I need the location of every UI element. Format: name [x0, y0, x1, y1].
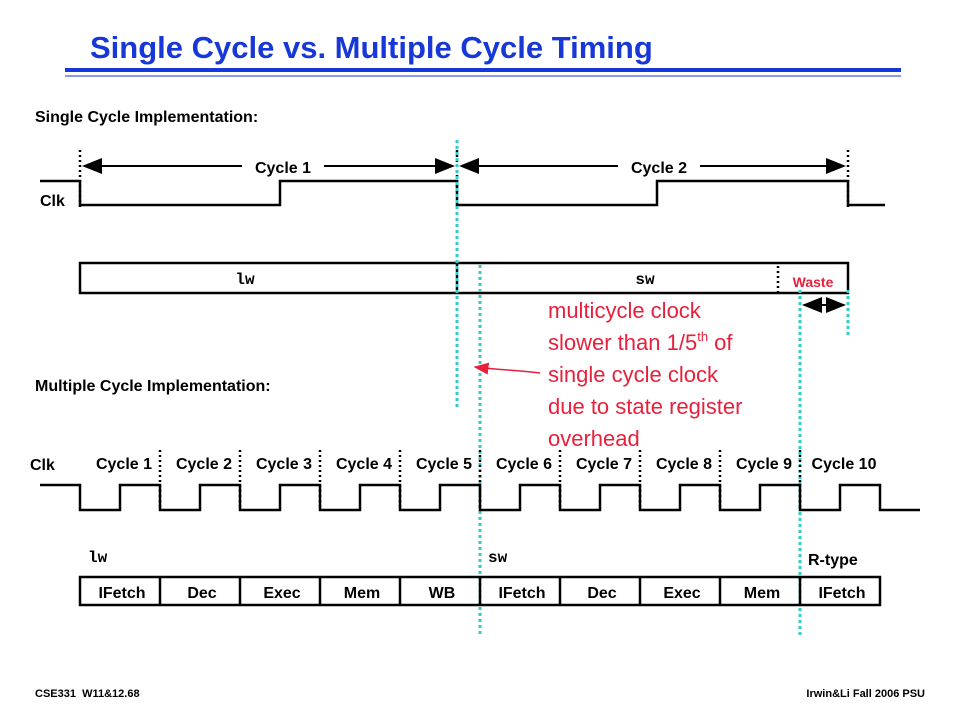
annotation-line: slower than 1/5th of [548, 329, 733, 355]
stage-label: IFetch [818, 585, 865, 602]
annotation-arrow [473, 362, 541, 375]
multi-stage-bar [78, 575, 882, 607]
multi-cycle-label: Cycle 9 [736, 456, 792, 473]
multi-instr: lw [88, 549, 108, 567]
multi-cycle-label: Cycle 3 [256, 456, 312, 473]
stage-label: Dec [187, 585, 216, 602]
annotation-sup: th [697, 329, 708, 344]
annotation: multicycle clock slower than 1/5th of sing… [548, 298, 742, 451]
multi-cycle-label: Cycle 5 [416, 456, 472, 473]
single-instr: lw [235, 271, 255, 289]
label-bg [618, 156, 700, 178]
cyan-guides [455, 140, 850, 635]
annotation-rest: of [708, 330, 733, 355]
waste-label: Waste [793, 274, 834, 290]
multi-instr: sw [488, 549, 508, 567]
multi-cycle-label: Cycle 2 [176, 456, 232, 473]
multi-cycle-label: Cycle 1 [96, 456, 152, 473]
multi-group: Cycle 1 Cycle 2 Cycle 3 Cycle 4 Cycle 5 Cycle… [96, 450, 877, 605]
multi-clk: Clk [30, 457, 55, 474]
stage-label: WB [429, 585, 456, 602]
annotation-text: overhead [548, 426, 640, 451]
annotation-line: multicycle clock [548, 298, 702, 323]
footer-left: CSE331 W11&12.68 [35, 688, 140, 700]
stage-label: Mem [744, 585, 780, 602]
multi-cycle-label: Cycle 4 [336, 456, 392, 473]
stage-label: Exec [263, 585, 300, 602]
single-clk: Clk [40, 193, 65, 210]
single-cycle-label: Cycle 1 [255, 160, 311, 177]
multi-clock-wave [40, 483, 920, 512]
label-bg [242, 156, 324, 178]
multi-instr: R-type [808, 552, 858, 569]
stage-label: Exec [663, 585, 700, 602]
stage-label: Mem [344, 585, 380, 602]
annotation-line: due to state register [548, 394, 742, 419]
stage-label: IFetch [98, 585, 145, 602]
single-instr-bar [78, 261, 850, 295]
footer-right: Irwin&Li Fall 2006 PSU [806, 688, 925, 700]
single-cycle-label: Cycle 2 [631, 160, 687, 177]
multi-cycle-label: Cycle 8 [656, 456, 712, 473]
multi-cycle-label: Cycle 10 [812, 456, 877, 473]
stage-label: IFetch [498, 585, 545, 602]
annotation-line: overhead [548, 426, 640, 451]
annotation-text: slower than 1/5 [548, 330, 697, 355]
single-instr: sw [635, 271, 655, 289]
annotation-text: multicycle clock [548, 298, 702, 323]
multi-cycle-label: Cycle 6 [496, 456, 552, 473]
single-heading: Single Cycle Implementation: [35, 109, 258, 126]
annotation-text: single cycle clock [548, 362, 719, 387]
annotation-text: due to state register [548, 394, 742, 419]
title-rule [65, 68, 901, 72]
title: Single Cycle vs. Multiple Cycle Timing [90, 30, 653, 65]
single-clock-wave [40, 179, 885, 207]
stage-label: Dec [587, 585, 616, 602]
multi-cycle-label: Cycle 7 [576, 456, 632, 473]
annotation-line: single cycle clock [548, 362, 719, 387]
multi-heading: Multiple Cycle Implementation: [35, 378, 271, 395]
